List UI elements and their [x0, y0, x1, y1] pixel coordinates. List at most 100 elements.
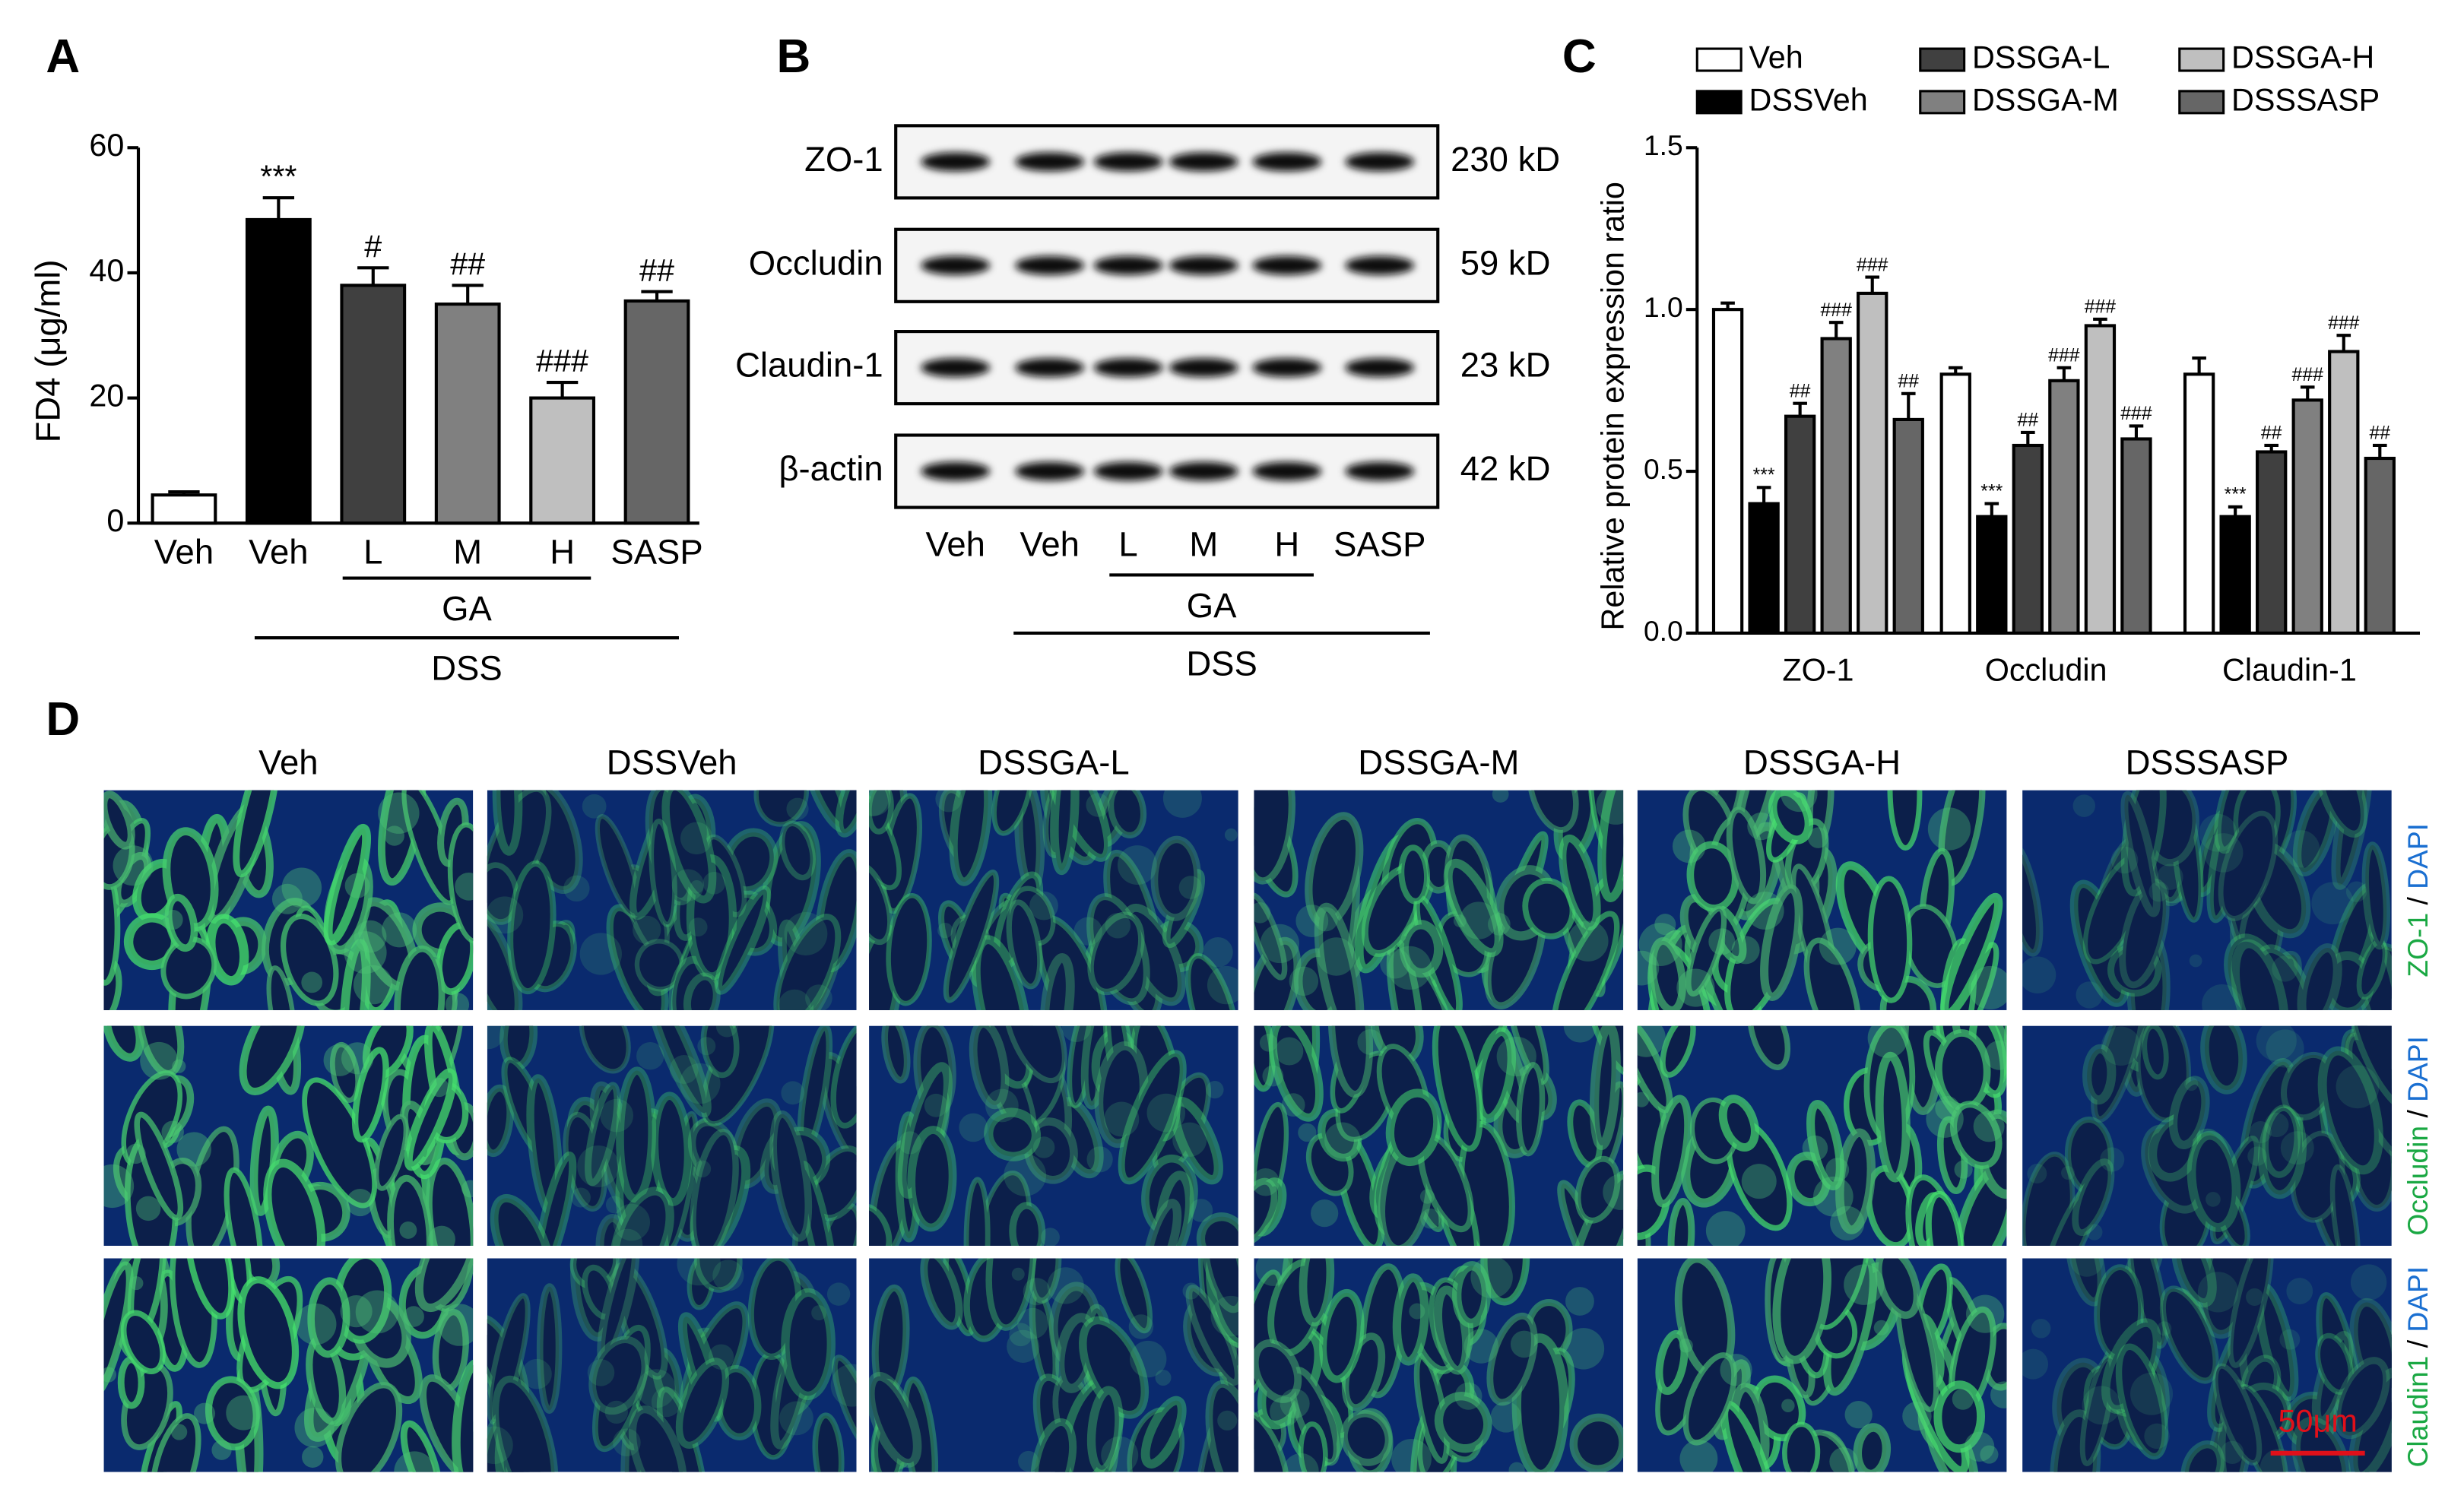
- signal: [341, 1042, 374, 1075]
- signal: [1032, 1136, 1055, 1158]
- signal: [176, 1132, 211, 1167]
- signal: [2336, 1065, 2380, 1109]
- crypt: [753, 790, 810, 827]
- signal: [340, 1294, 373, 1328]
- signal: [570, 1187, 591, 1208]
- signal: [2280, 1131, 2314, 1165]
- legend-swatch: [1695, 90, 1743, 115]
- column-header: DSSGA-M: [1358, 743, 1519, 782]
- crypt: [634, 939, 685, 992]
- crypt: [943, 870, 1000, 1003]
- signal: [430, 1077, 449, 1098]
- signal: [354, 920, 387, 953]
- crypt: [1574, 1155, 1621, 1224]
- signal: [1568, 920, 1609, 962]
- panel-label: D: [46, 693, 80, 746]
- signal: [1966, 1294, 2005, 1333]
- signal: [281, 867, 322, 908]
- signal: [577, 1145, 620, 1187]
- bar: [2120, 437, 2152, 635]
- signal: [1813, 1176, 1854, 1217]
- crypt: [394, 945, 446, 1010]
- crypt: [205, 1376, 260, 1451]
- bar: [2364, 456, 2396, 635]
- micrograph: [869, 790, 1238, 1010]
- bar: [2256, 450, 2288, 635]
- crypt: [2082, 1044, 2117, 1105]
- crypt: [610, 1187, 674, 1246]
- row-label: Occludin / DAPI: [2402, 1036, 2434, 1236]
- crypt: [1079, 1316, 1150, 1419]
- signal: [1217, 1410, 1238, 1431]
- crypt: [683, 972, 721, 1010]
- legend-swatch: [1695, 47, 1743, 72]
- crypt: [1726, 806, 1767, 905]
- significance-label: ##: [639, 253, 674, 288]
- row-label: ZO-1 / DAPI: [2402, 823, 2434, 977]
- bar: [623, 299, 690, 525]
- signal: [487, 1025, 504, 1050]
- signal: [869, 790, 889, 817]
- signal: [2184, 1076, 2199, 1092]
- signal: [781, 1081, 805, 1105]
- bar: [1784, 414, 1816, 635]
- crypt: [1314, 902, 1365, 1010]
- crypt: [1768, 790, 1814, 844]
- crypt: [339, 939, 371, 1010]
- signal: [1708, 928, 1736, 955]
- crypt: [920, 1258, 963, 1330]
- crypt: [1392, 1273, 1429, 1366]
- blot-band: [1015, 152, 1085, 172]
- signal: [2202, 984, 2243, 1010]
- crypt: [387, 1174, 433, 1246]
- signal: [1016, 1307, 1048, 1339]
- x-tick-label: Occludin: [1985, 653, 2107, 688]
- micrograph: [1637, 790, 2007, 1010]
- crypt: [963, 1177, 991, 1246]
- legend-label: DSSGA-H: [2231, 40, 2374, 74]
- signal: [346, 1188, 374, 1217]
- legend-swatch: [2178, 90, 2225, 115]
- crypt: [2329, 1164, 2361, 1246]
- signal: [2256, 1025, 2297, 1061]
- signal: [1460, 901, 1498, 939]
- crypt: [404, 1068, 458, 1171]
- signal: [323, 1044, 356, 1076]
- column-header: DSSSASP: [2126, 743, 2289, 782]
- signal: [2266, 1029, 2304, 1068]
- signal: [1210, 1295, 1238, 1337]
- signal: [712, 1259, 744, 1291]
- legend-label: DSSSASP: [2231, 82, 2380, 117]
- signal: [2203, 833, 2244, 873]
- size-label: 59 kD: [1460, 243, 1551, 282]
- crypt: [2115, 1343, 2169, 1460]
- crypt: [487, 910, 523, 1010]
- crypt: [1887, 790, 1923, 851]
- signal: [690, 880, 704, 894]
- blot-band: [1015, 358, 1085, 378]
- signal: [1508, 1462, 1525, 1472]
- signal: [587, 1359, 615, 1386]
- size-label: 230 kD: [1451, 140, 1560, 179]
- crypt: [533, 1151, 577, 1246]
- crypt: [1568, 1169, 1624, 1246]
- signal: [1902, 1401, 1932, 1431]
- crypt: [1340, 1409, 1393, 1466]
- signal: [786, 797, 809, 820]
- signal: [2022, 1348, 2049, 1380]
- signal: [1061, 1025, 1092, 1042]
- signal: [1086, 1146, 1113, 1173]
- signal: [563, 875, 590, 902]
- signal: [680, 822, 713, 855]
- crypt: [103, 791, 135, 850]
- signal: [579, 933, 622, 975]
- crypt: [1569, 1413, 1624, 1472]
- signal: [612, 1228, 643, 1246]
- y-tick-label: 1.0: [1644, 291, 1683, 323]
- group-label: GA: [442, 589, 492, 628]
- crypt: [1443, 858, 1504, 958]
- significance-label: ##: [450, 247, 485, 282]
- crypt: [2171, 1258, 2217, 1308]
- crypt: [769, 1110, 813, 1242]
- crypt: [779, 820, 816, 881]
